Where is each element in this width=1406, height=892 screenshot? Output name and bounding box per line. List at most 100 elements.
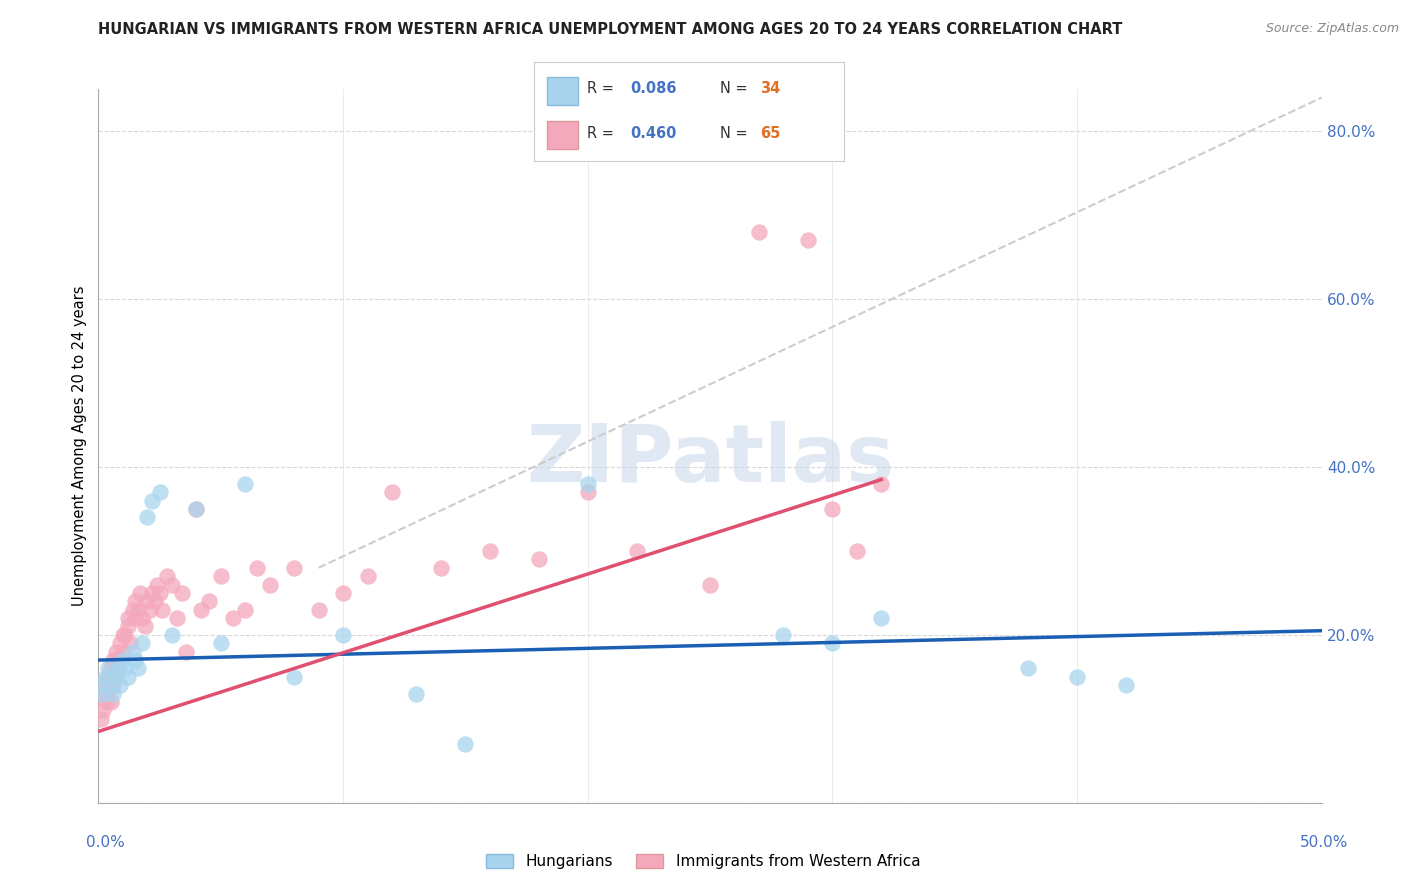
Point [120,636,142,650]
Point [124,653,146,667]
Point [127,661,149,675]
Point [845,544,868,558]
Point [136,594,159,608]
Point [160,577,183,591]
Point [104,645,127,659]
Point [527,552,550,566]
Point [94,695,117,709]
Text: 0.086: 0.086 [630,81,676,96]
Point [107,661,129,675]
Point [143,594,166,608]
Point [626,544,648,558]
Point [166,611,188,625]
Point [110,678,132,692]
Point [100,695,122,709]
Point [129,586,152,600]
Point [94,678,117,692]
Point [576,485,599,500]
Point [127,603,149,617]
Point [209,569,232,583]
Point [107,653,129,667]
Point [149,485,172,500]
Point [104,670,127,684]
Point [121,645,143,659]
Point [136,510,159,524]
Point [141,493,163,508]
Point [186,502,208,516]
Point [91,687,114,701]
Point [101,678,124,692]
Point [131,611,153,625]
FancyBboxPatch shape [547,78,578,104]
Point [97,670,120,684]
Point [170,586,193,600]
Point [111,653,134,667]
Point [124,594,146,608]
Point [114,661,136,675]
Point [1066,670,1088,684]
Point [117,670,139,684]
Point [246,560,269,574]
Point [101,653,124,667]
Point [797,233,820,247]
Legend: Hungarians, Immigrants from Western Africa: Hungarians, Immigrants from Western Afri… [479,848,927,875]
Point [90,678,112,692]
Point [699,577,721,591]
Point [111,645,134,659]
Text: 0.0%: 0.0% [86,836,125,850]
Text: R =: R = [586,81,619,96]
Point [91,703,114,717]
Point [381,485,404,500]
Point [283,560,305,574]
Point [134,619,156,633]
Point [111,628,134,642]
Point [308,603,330,617]
Point [176,645,198,659]
Text: N =: N = [720,126,752,141]
Point [821,636,844,650]
Point [197,594,219,608]
Point [104,670,127,684]
Point [91,687,114,701]
Point [110,636,132,650]
Point [454,737,477,751]
Text: 65: 65 [761,126,780,141]
Point [233,603,256,617]
Point [478,544,501,558]
Point [222,611,245,625]
Point [114,628,136,642]
Text: HUNGARIAN VS IMMIGRANTS FROM WESTERN AFRICA UNEMPLOYMENT AMONG AGES 20 TO 24 YEA: HUNGARIAN VS IMMIGRANTS FROM WESTERN AFR… [98,22,1123,37]
Point [146,577,169,591]
Point [101,687,124,701]
Y-axis label: Unemployment Among Ages 20 to 24 years: Unemployment Among Ages 20 to 24 years [72,285,87,607]
Point [1115,678,1137,692]
Point [107,661,129,675]
Text: 50.0%: 50.0% [1301,836,1348,850]
Point [748,225,770,239]
Point [124,611,146,625]
Point [259,577,281,591]
Point [160,628,183,642]
Point [156,569,179,583]
Point [332,586,354,600]
Point [94,670,117,684]
Point [121,603,143,617]
Point [356,569,378,583]
Text: N =: N = [720,81,752,96]
Point [405,687,427,701]
Point [139,603,162,617]
Text: R =: R = [586,126,619,141]
Point [131,636,153,650]
Point [117,611,139,625]
Text: Source: ZipAtlas.com: Source: ZipAtlas.com [1265,22,1399,36]
Point [1017,661,1039,675]
Point [97,687,120,701]
FancyBboxPatch shape [547,121,578,149]
Point [772,628,794,642]
Text: 34: 34 [761,81,780,96]
Point [576,476,599,491]
Point [149,586,172,600]
Point [186,502,208,516]
Point [100,661,122,675]
Point [150,603,173,617]
